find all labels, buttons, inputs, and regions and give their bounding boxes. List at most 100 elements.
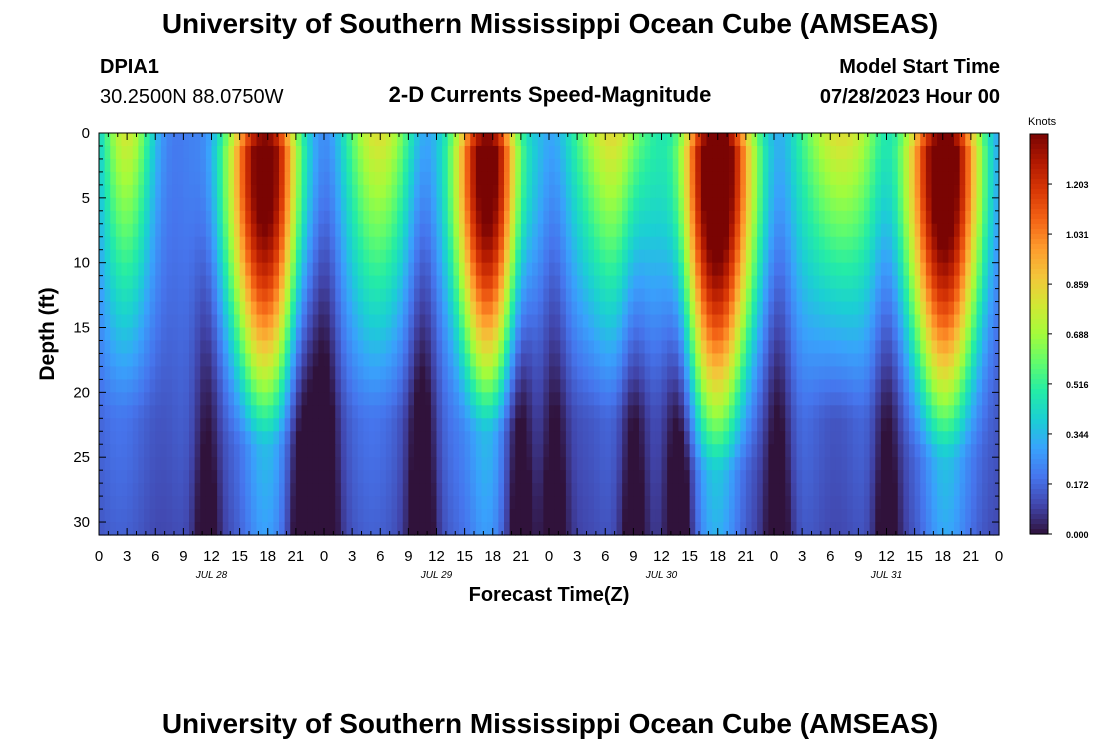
heatmap-cell [672, 249, 679, 264]
heatmap-cell [807, 145, 814, 160]
heatmap-cell [115, 392, 123, 406]
heatmap-cell [779, 275, 786, 290]
heatmap-cell [414, 197, 421, 212]
heatmap-cell [807, 483, 814, 497]
heatmap-cell [841, 158, 848, 173]
heatmap-cell [414, 405, 421, 419]
heatmap-cell [864, 379, 871, 393]
heatmap-cell [886, 145, 893, 160]
heatmap-cell [385, 223, 393, 238]
heatmap-cell [222, 158, 229, 173]
heatmap-cell [222, 418, 229, 432]
heatmap-cell [695, 366, 702, 380]
heatmap-cell [639, 327, 646, 342]
heatmap-cell [937, 171, 944, 186]
heatmap-cell [380, 327, 387, 342]
heatmap-cell [430, 483, 438, 497]
heatmap-cell [869, 197, 876, 212]
heatmap-cell [526, 353, 533, 368]
heatmap-cell [295, 431, 303, 445]
heatmap-cell [509, 483, 516, 497]
heatmap-cell [897, 509, 904, 523]
heatmap-cell [504, 314, 511, 329]
heatmap-cell [819, 236, 826, 251]
heatmap-cell [622, 509, 629, 523]
heatmap-cell [869, 301, 876, 316]
heatmap-cell [357, 509, 364, 523]
heatmap-cell [166, 145, 173, 160]
heatmap-cell [774, 431, 781, 445]
heatmap-cell [177, 431, 184, 445]
heatmap-cell [672, 314, 679, 329]
heatmap-cell [582, 327, 589, 342]
heatmap-cell [301, 262, 308, 277]
heatmap-cell [807, 158, 814, 173]
heatmap-cell [492, 405, 499, 419]
heatmap-cell [121, 405, 128, 419]
heatmap-cell [121, 418, 128, 432]
heatmap-cell [408, 327, 415, 342]
heatmap-cell [430, 197, 438, 212]
heatmap-cell [925, 522, 933, 536]
heatmap-cell [363, 184, 370, 199]
heatmap-cell [132, 249, 139, 264]
heatmap-cell [588, 184, 595, 199]
heatmap-cell [931, 197, 938, 212]
heatmap-cell [571, 431, 578, 445]
heatmap-cell [577, 496, 584, 510]
heatmap-cell [245, 184, 252, 199]
heatmap-cell [993, 522, 1000, 536]
heatmap-cell [391, 366, 398, 380]
heatmap-cell [864, 197, 871, 212]
heatmap-cell [200, 340, 207, 355]
heatmap-cell [470, 275, 477, 290]
heatmap-cell [970, 483, 978, 497]
heatmap-cell [442, 184, 449, 199]
heatmap-cell [993, 444, 1000, 458]
heatmap-cell [369, 405, 376, 419]
heatmap-cell [965, 418, 972, 432]
heatmap-cell [717, 145, 724, 160]
heatmap-cell [661, 210, 668, 225]
heatmap-cell [453, 197, 460, 212]
heatmap-cell [318, 353, 325, 368]
heatmap-cell [121, 288, 128, 303]
heatmap-cell [515, 457, 522, 471]
heatmap-cell [166, 431, 173, 445]
heatmap-cell [779, 522, 786, 536]
heatmap-cell [414, 288, 421, 303]
heatmap-cell [312, 457, 319, 471]
heatmap-cell [712, 444, 719, 458]
heatmap-cell [610, 522, 618, 536]
heatmap-cell [819, 366, 826, 380]
heatmap-cell [515, 379, 522, 393]
heatmap-cell [239, 145, 246, 160]
heatmap-cell [948, 470, 955, 484]
heatmap-cell [790, 392, 798, 406]
heatmap-cell [689, 457, 696, 471]
heatmap-cell [397, 431, 404, 445]
heatmap-cell [723, 483, 730, 497]
heatmap-cell [689, 431, 696, 445]
heatmap-cell [627, 405, 634, 419]
heatmap-cell [931, 249, 938, 264]
heatmap-cell [425, 236, 432, 251]
heatmap-cell [329, 236, 336, 251]
heatmap-cell [869, 327, 876, 342]
heatmap-cell [757, 158, 764, 173]
heatmap-cell [549, 431, 556, 445]
heatmap-cell [875, 236, 882, 251]
heatmap-cell [160, 171, 168, 186]
heatmap-cell [565, 418, 573, 432]
heatmap-cell [925, 236, 933, 251]
heatmap-cell [487, 444, 494, 458]
heatmap-cell [307, 522, 314, 536]
heatmap-cell [914, 509, 921, 523]
heatmap-cell [284, 379, 291, 393]
heatmap-cell [757, 444, 764, 458]
heatmap-cell [627, 483, 634, 497]
heatmap-cell [959, 392, 966, 406]
heatmap-cell [391, 392, 398, 406]
heatmap-cell [745, 249, 753, 264]
heatmap-cell [205, 522, 213, 536]
